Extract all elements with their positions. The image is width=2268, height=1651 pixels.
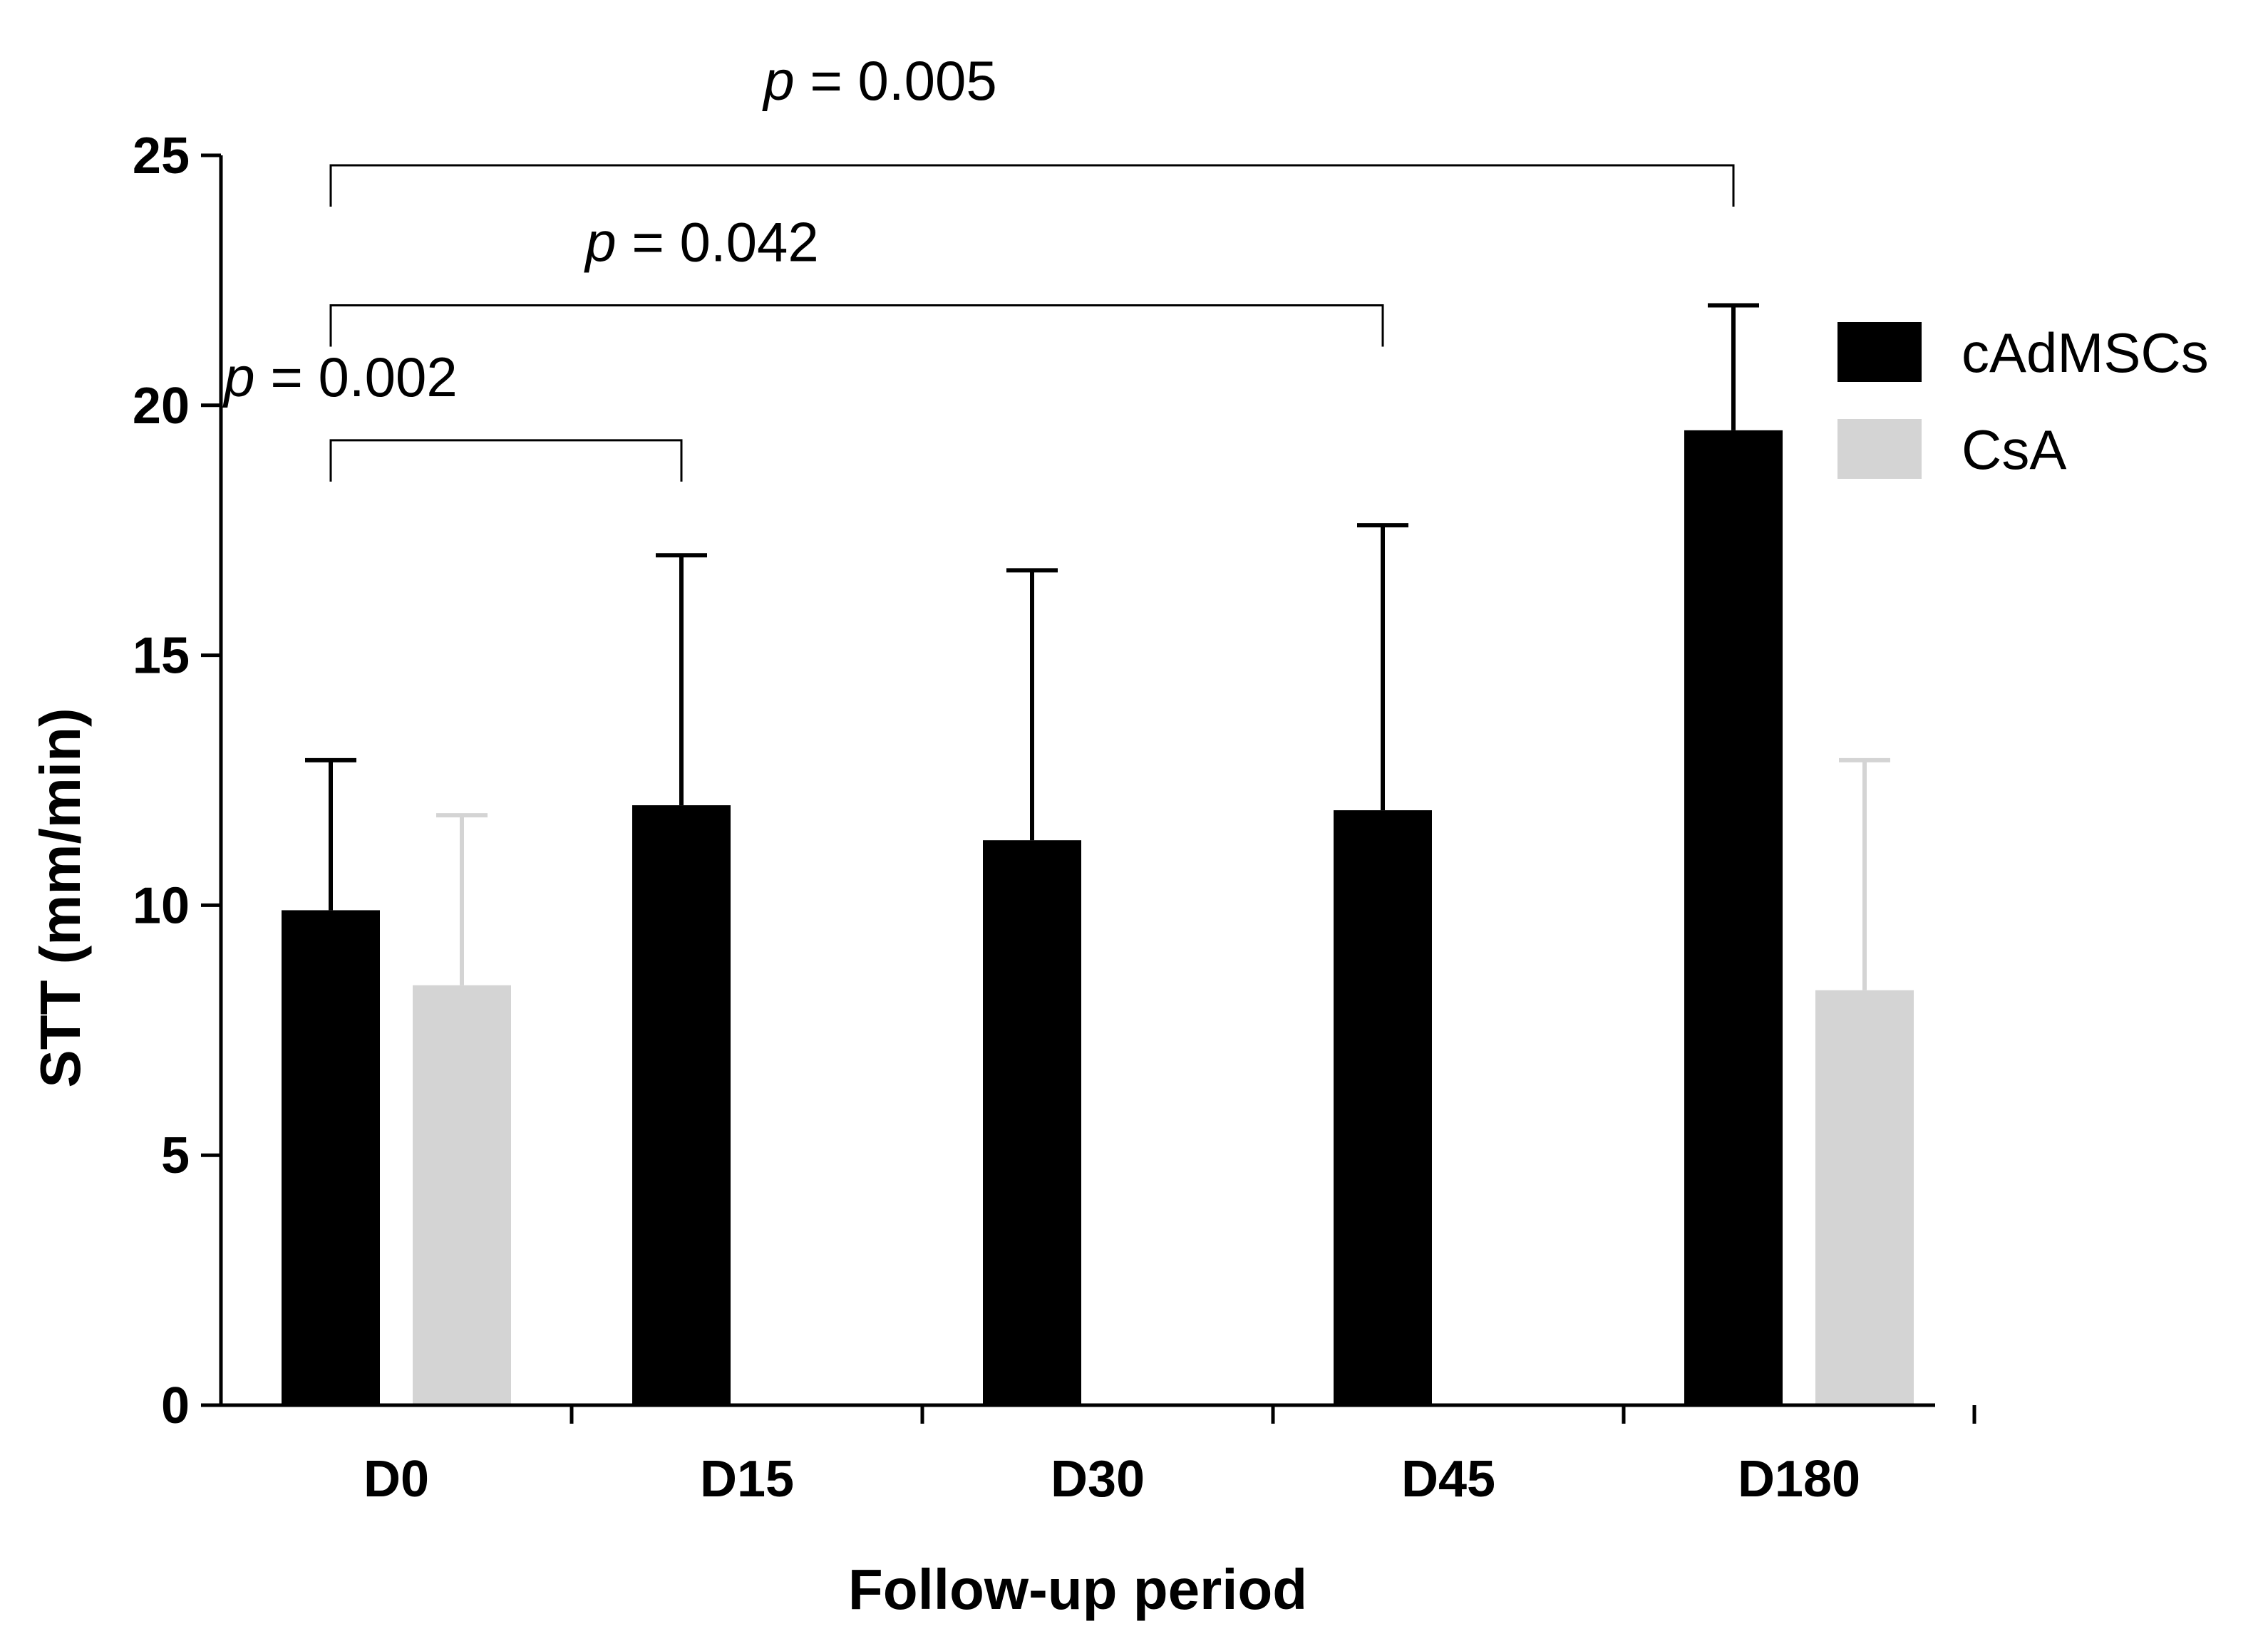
x-tick-label-d45: D45 <box>1401 1451 1495 1508</box>
x-tick-label-d0: D0 <box>364 1451 429 1508</box>
y-tick-label: 25 <box>133 128 190 185</box>
y-tick-label: 10 <box>133 877 190 934</box>
bar-cadmscs-d180 <box>1684 430 1783 1405</box>
error-bars-layer <box>305 303 1890 990</box>
y-tick-label: 20 <box>133 378 190 435</box>
p-symbol: p <box>222 346 270 408</box>
significance-bracket <box>329 164 1735 207</box>
bar-cadmscs-d45 <box>1334 810 1432 1405</box>
significance-label: p = 0.002 <box>222 346 457 408</box>
y-axis-title: STT (mm/min) <box>29 708 92 1087</box>
legend-swatch-cadmscs <box>1837 322 1922 382</box>
bar-cadmscs-d0 <box>282 910 380 1405</box>
p-value: = 0.042 <box>632 210 818 273</box>
x-tick-label-d15: D15 <box>700 1451 794 1508</box>
p-symbol: p <box>584 210 632 273</box>
x-ticks: D0 D15 D30 D45 D180 <box>364 1405 1976 1508</box>
significance-label: p = 0.042 <box>584 210 818 273</box>
significance-label: p = 0.005 <box>762 49 996 112</box>
bars-layer <box>282 430 1914 1405</box>
legend-label-csa: CsA <box>1962 418 2066 481</box>
y-tick-label: 5 <box>161 1127 190 1184</box>
legend-label-cadmscs: cAdMSCs <box>1962 321 2209 384</box>
legend-swatch-csa <box>1837 419 1922 479</box>
p-symbol: p <box>762 49 810 112</box>
x-tick-label-d180: D180 <box>1738 1451 1860 1508</box>
significance-bracket <box>329 304 1384 347</box>
bar-cadmscs-d30 <box>983 840 1081 1405</box>
bar-csa-d180 <box>1815 990 1914 1405</box>
x-axis-title: Follow-up period <box>848 1558 1307 1621</box>
p-value: = 0.002 <box>270 346 457 408</box>
y-tick-label: 15 <box>133 628 190 685</box>
legend: cAdMSCs CsA <box>1837 321 2209 481</box>
y-tick-label: 0 <box>161 1377 190 1434</box>
bar-csa-d0 <box>413 985 511 1405</box>
x-tick-label-d30: D30 <box>1051 1451 1145 1508</box>
bar-cadmscs-d15 <box>632 805 731 1405</box>
y-ticks: 0 5 10 15 20 25 <box>133 128 221 1434</box>
p-value: = 0.005 <box>810 49 996 112</box>
significance-bracket <box>329 439 683 482</box>
